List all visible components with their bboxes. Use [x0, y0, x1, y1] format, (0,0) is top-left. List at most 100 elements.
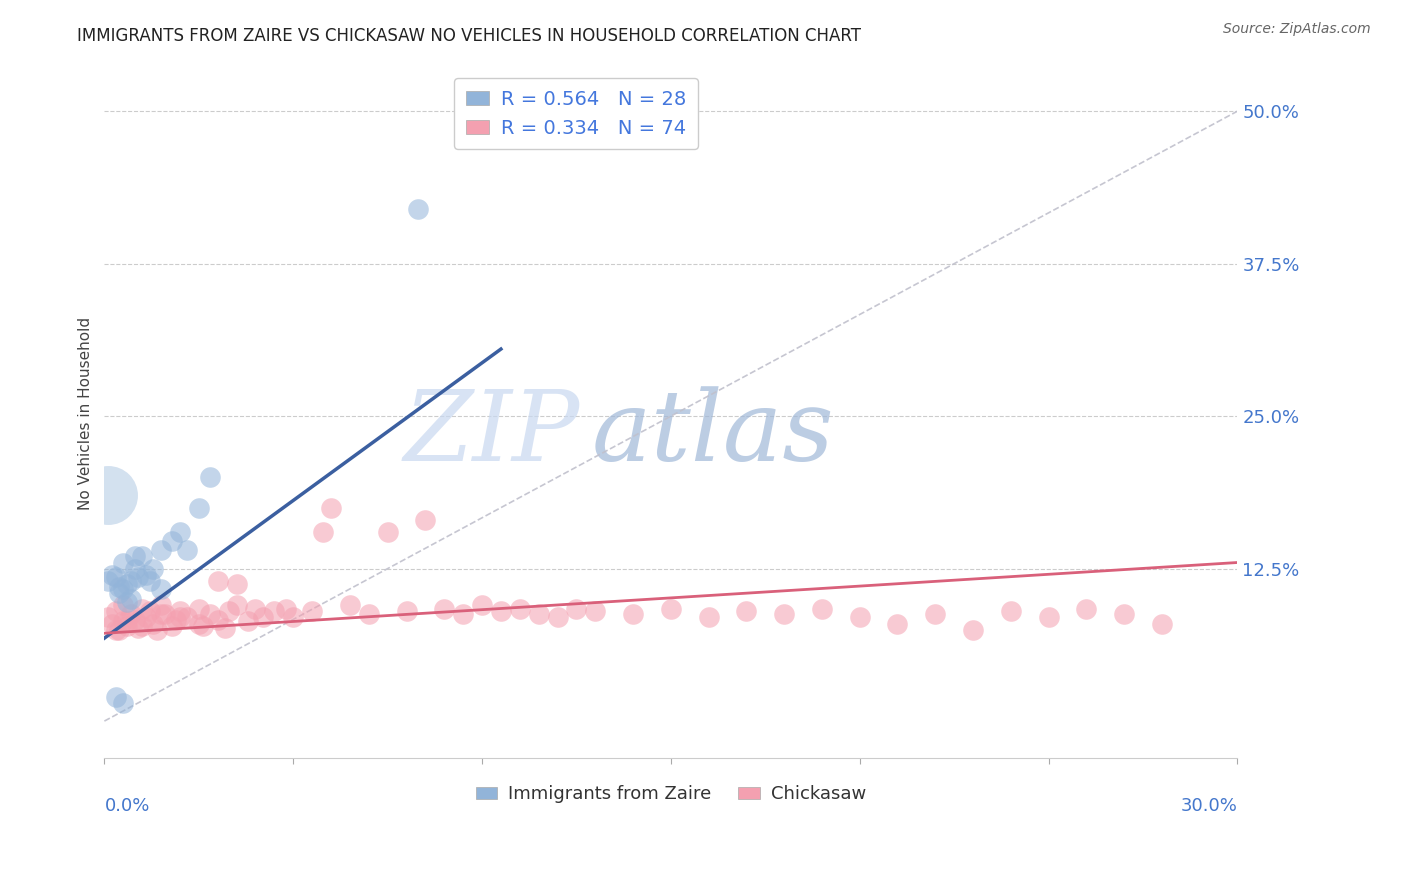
Point	[135, 567, 157, 582]
Point	[415, 513, 437, 527]
Text: IMMIGRANTS FROM ZAIRE VS CHICKASAW NO VEHICLES IN HOUSEHOLD CORRELATION CHART: IMMIGRANTS FROM ZAIRE VS CHICKASAW NO VE…	[77, 27, 862, 45]
Point	[97, 488, 120, 502]
Point	[377, 524, 399, 539]
Point	[127, 621, 149, 635]
Point	[773, 607, 796, 621]
Point	[162, 619, 184, 633]
Point	[263, 604, 285, 618]
Text: 30.0%: 30.0%	[1181, 797, 1237, 814]
Point	[735, 604, 758, 618]
Point	[135, 610, 157, 624]
Point	[176, 610, 198, 624]
Point	[187, 616, 209, 631]
Point	[104, 623, 127, 637]
Point	[146, 623, 169, 637]
Point	[527, 607, 550, 621]
Point	[115, 577, 138, 591]
Point	[101, 616, 124, 631]
Point	[218, 604, 240, 618]
Point	[115, 594, 138, 608]
Point	[169, 524, 191, 539]
Point	[131, 602, 153, 616]
Y-axis label: No Vehicles in Household: No Vehicles in Household	[79, 317, 93, 509]
Point	[274, 602, 297, 616]
Point	[169, 610, 191, 624]
Point	[848, 610, 870, 624]
Point	[198, 470, 221, 484]
Point	[112, 556, 135, 570]
Point	[104, 690, 127, 704]
Point	[621, 607, 644, 621]
Point	[142, 561, 165, 575]
Point	[120, 574, 142, 588]
Point	[120, 607, 142, 621]
Point	[207, 574, 229, 588]
Point	[124, 561, 146, 575]
Point	[319, 500, 342, 515]
Point	[187, 602, 209, 616]
Point	[207, 613, 229, 627]
Point	[131, 619, 153, 633]
Point	[245, 602, 267, 616]
Point	[1000, 604, 1022, 618]
Point	[108, 580, 131, 594]
Point	[187, 500, 209, 515]
Point	[150, 543, 173, 558]
Point	[406, 202, 429, 216]
Point	[124, 613, 146, 627]
Point	[697, 610, 720, 624]
Point	[127, 570, 149, 584]
Text: atlas: atlas	[592, 386, 834, 482]
Point	[357, 607, 380, 621]
Point	[112, 614, 135, 628]
Point	[169, 604, 191, 618]
Point	[153, 607, 176, 621]
Legend: Immigrants from Zaire, Chickasaw: Immigrants from Zaire, Chickasaw	[468, 778, 873, 811]
Text: 0.0%: 0.0%	[104, 797, 150, 814]
Point	[312, 524, 335, 539]
Point	[471, 598, 494, 612]
Point	[198, 607, 221, 621]
Point	[1112, 607, 1135, 621]
Point	[1150, 616, 1173, 631]
Point	[886, 616, 908, 631]
Text: ZIP: ZIP	[404, 386, 581, 482]
Point	[97, 610, 120, 624]
Point	[301, 604, 323, 618]
Point	[1038, 610, 1060, 624]
Point	[924, 607, 946, 621]
Point	[112, 598, 135, 612]
Point	[451, 607, 474, 621]
Point	[252, 610, 274, 624]
Point	[115, 614, 138, 628]
Point	[120, 592, 142, 607]
Point	[150, 582, 173, 597]
Point	[565, 602, 588, 616]
Point	[112, 582, 135, 597]
Point	[225, 598, 247, 612]
Point	[433, 602, 456, 616]
Point	[104, 604, 127, 618]
Point	[104, 570, 127, 584]
Point	[150, 607, 173, 621]
Point	[150, 598, 173, 612]
Point	[811, 602, 834, 616]
Point	[97, 574, 120, 588]
Point	[138, 604, 160, 618]
Point	[962, 623, 984, 637]
Point	[583, 604, 606, 618]
Point	[339, 598, 361, 612]
Point	[124, 549, 146, 564]
Point	[547, 610, 569, 624]
Point	[395, 604, 418, 618]
Point	[1076, 602, 1098, 616]
Point	[225, 577, 247, 591]
Point	[659, 602, 682, 616]
Point	[108, 623, 131, 637]
Point	[489, 604, 512, 618]
Point	[138, 574, 160, 588]
Point	[176, 543, 198, 558]
Point	[131, 549, 153, 564]
Point	[236, 614, 259, 628]
Text: Source: ZipAtlas.com: Source: ZipAtlas.com	[1223, 22, 1371, 37]
